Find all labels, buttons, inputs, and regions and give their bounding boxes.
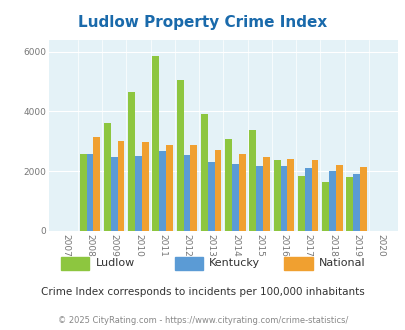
Bar bbox=[249, 130, 256, 231]
Bar bbox=[104, 123, 111, 231]
Bar bbox=[238, 154, 245, 231]
Bar bbox=[262, 156, 269, 231]
Text: Crime Index corresponds to incidents per 100,000 inhabitants: Crime Index corresponds to incidents per… bbox=[41, 287, 364, 297]
Bar bbox=[232, 164, 238, 231]
Bar bbox=[159, 151, 166, 231]
Text: Ludlow Property Crime Index: Ludlow Property Crime Index bbox=[78, 15, 327, 30]
Bar bbox=[335, 165, 342, 231]
Bar bbox=[297, 176, 304, 231]
Bar bbox=[176, 80, 183, 231]
Text: Kentucky: Kentucky bbox=[209, 258, 260, 268]
Bar bbox=[280, 166, 287, 231]
Bar bbox=[111, 156, 117, 231]
Bar bbox=[166, 145, 173, 231]
Bar bbox=[200, 114, 207, 231]
Bar bbox=[93, 137, 100, 231]
Text: © 2025 CityRating.com - https://www.cityrating.com/crime-statistics/: © 2025 CityRating.com - https://www.city… bbox=[58, 315, 347, 325]
Bar bbox=[79, 154, 86, 231]
Bar bbox=[352, 174, 359, 231]
Bar bbox=[190, 145, 197, 231]
Bar bbox=[359, 167, 366, 231]
Bar bbox=[225, 139, 232, 231]
Bar bbox=[135, 156, 141, 231]
Bar bbox=[117, 141, 124, 231]
Bar bbox=[86, 154, 93, 231]
Bar bbox=[141, 143, 148, 231]
Bar bbox=[256, 166, 262, 231]
Bar bbox=[287, 159, 293, 231]
Bar bbox=[214, 150, 221, 231]
Bar bbox=[152, 56, 159, 231]
Bar bbox=[207, 162, 214, 231]
Text: National: National bbox=[318, 258, 364, 268]
Bar bbox=[311, 160, 318, 231]
Bar bbox=[273, 160, 280, 231]
Bar bbox=[304, 168, 311, 231]
Bar bbox=[183, 155, 190, 231]
Bar bbox=[322, 182, 328, 231]
Bar bbox=[345, 177, 352, 231]
Text: Ludlow: Ludlow bbox=[95, 258, 134, 268]
Bar bbox=[328, 171, 335, 231]
Bar bbox=[128, 92, 135, 231]
